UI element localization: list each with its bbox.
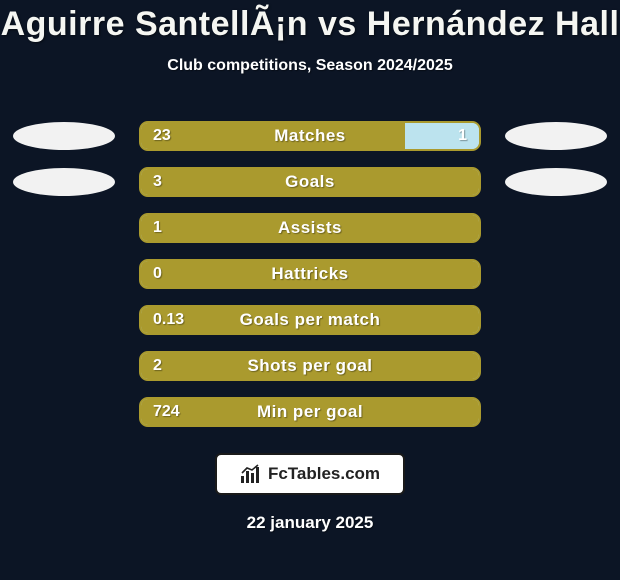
bar-segment-right (405, 123, 479, 149)
stat-row: Shots per goal2 (0, 343, 620, 389)
branding-badge: FcTables.com (215, 453, 405, 495)
bar-segment-left (141, 307, 479, 333)
stat-row: Assists1 (0, 205, 620, 251)
stat-row: Goals3 (0, 159, 620, 205)
stat-row: Min per goal724 (0, 389, 620, 435)
stat-bar: Shots per goal2 (139, 351, 481, 381)
player-avatar-right (505, 168, 607, 196)
page-title: Aguirre SantellÃ¡n vs Hernández Hall (0, 4, 620, 45)
bar-segment-left (141, 123, 405, 149)
bar-segment-left (141, 169, 479, 195)
bar-segment-left (141, 261, 479, 287)
bar-segment-left (141, 215, 479, 241)
player-avatar-left (13, 168, 115, 196)
stat-bar: Hattricks0 (139, 259, 481, 289)
stats-rows: Matches231 Goals3 Assists1 Hattricks0 Goals … (0, 113, 620, 435)
stat-row: Goals per match0.13 (0, 297, 620, 343)
player-avatar-left (13, 122, 115, 150)
stat-bar: Assists1 (139, 213, 481, 243)
date-label: 22 january 2025 (0, 513, 620, 533)
page-subtitle: Club competitions, Season 2024/2025 (0, 57, 620, 75)
stat-bar: Matches231 (139, 121, 481, 151)
bar-segment-left (141, 399, 479, 425)
stat-bar: Goals per match0.13 (139, 305, 481, 335)
stat-row: Matches231 (0, 113, 620, 159)
player-avatar-right (505, 122, 607, 150)
comparison-infographic: Aguirre SantellÃ¡n vs Hernández Hall Clu… (0, 0, 620, 580)
branding-text: FcTables.com (268, 464, 380, 484)
stat-row: Hattricks0 (0, 251, 620, 297)
bar-segment-left (141, 353, 479, 379)
stat-bar: Goals3 (139, 167, 481, 197)
chart-icon (240, 464, 262, 484)
stat-bar: Min per goal724 (139, 397, 481, 427)
